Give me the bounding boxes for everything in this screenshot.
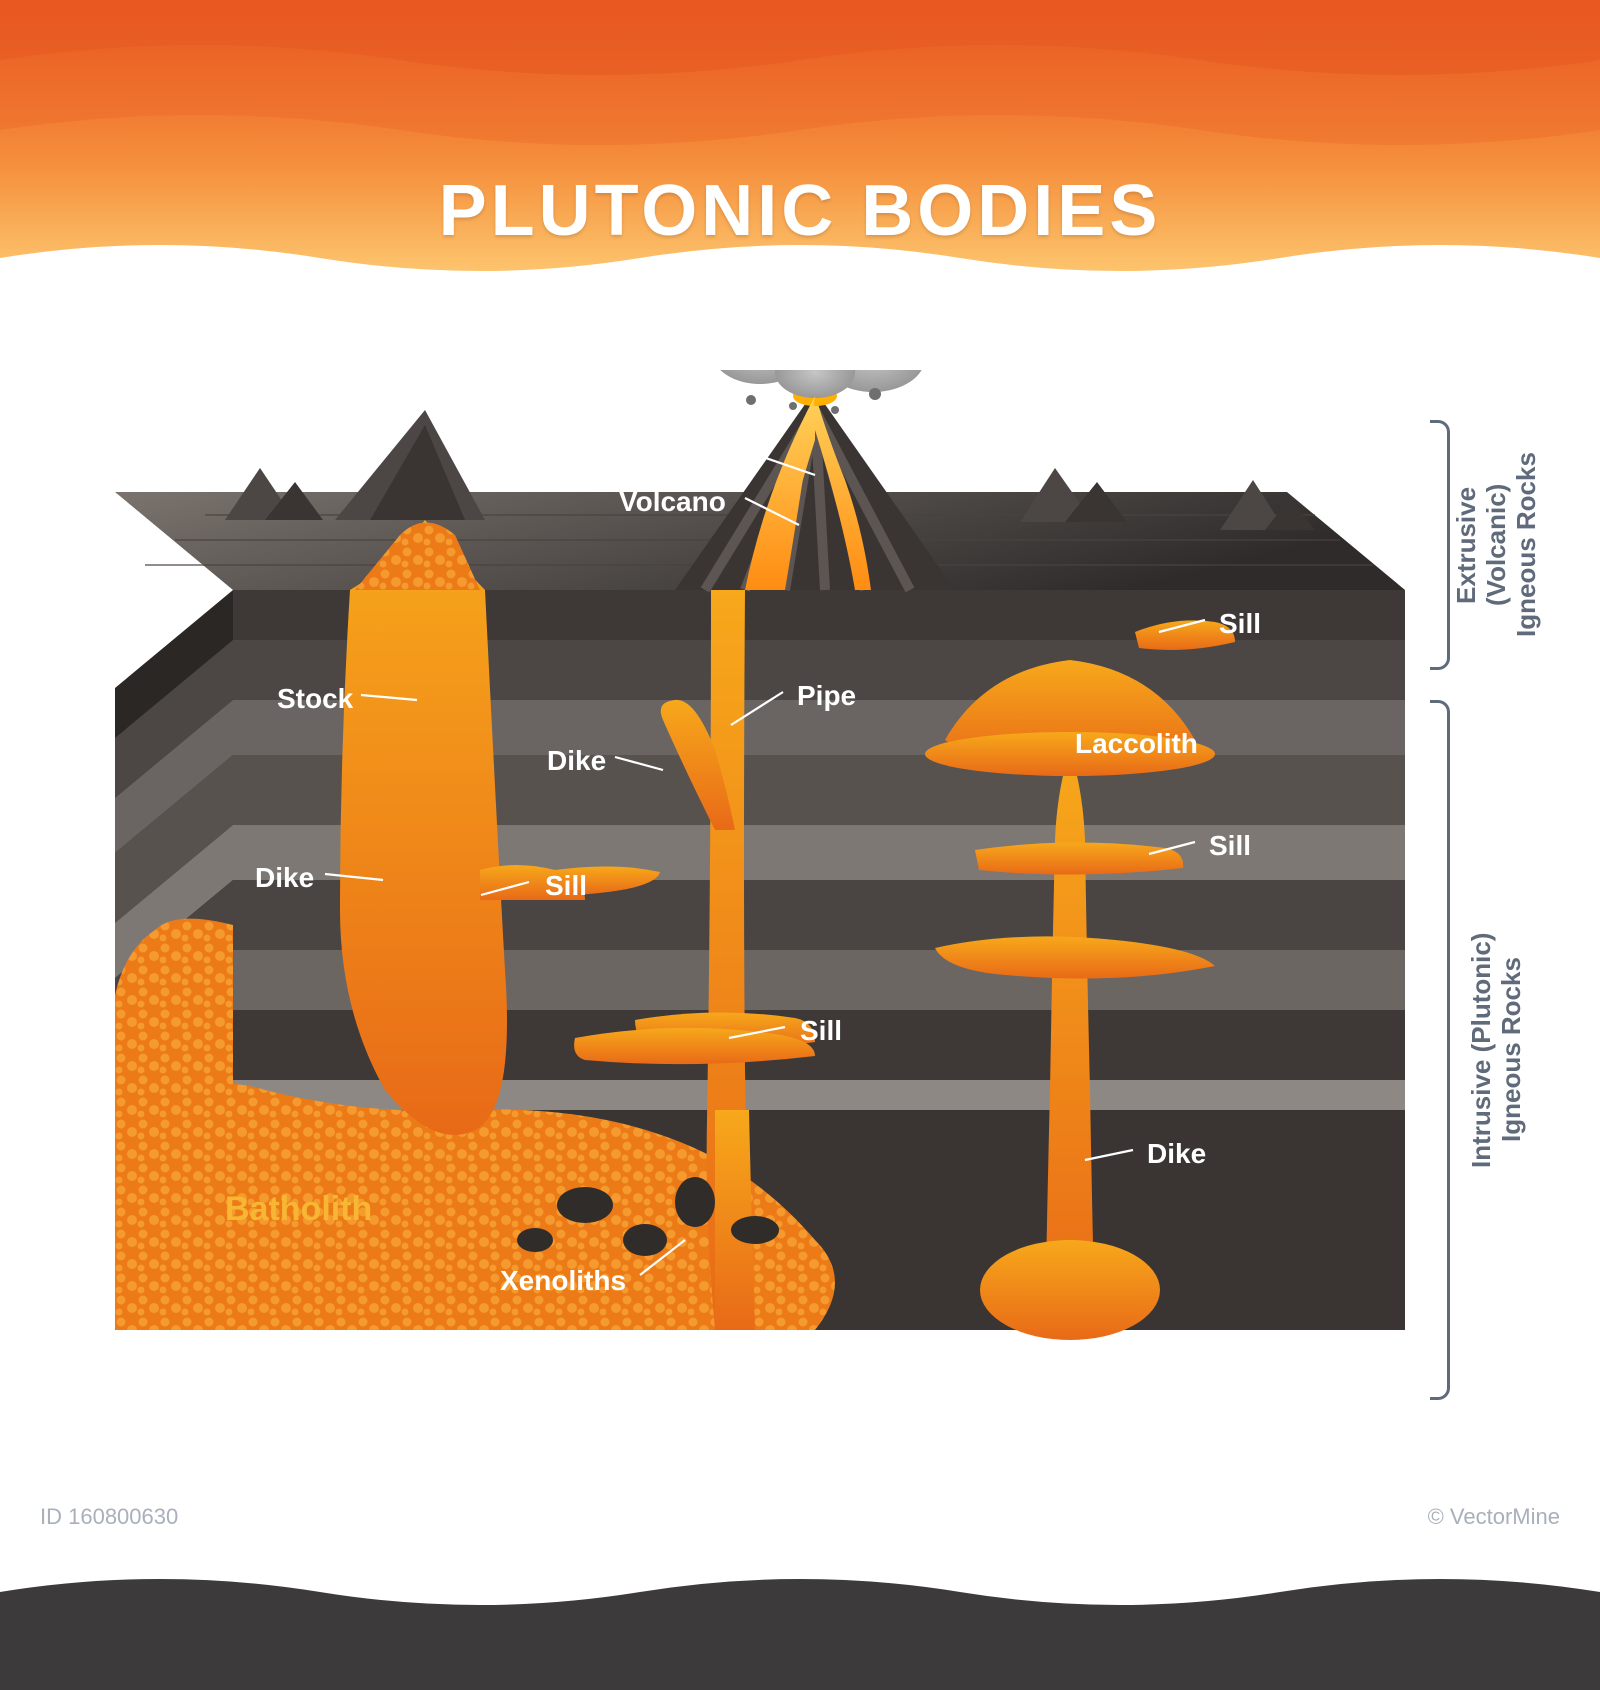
label-xenoliths: Xenoliths <box>500 1265 626 1297</box>
label-pipe: Pipe <box>797 680 856 712</box>
label-sill-2: Sill <box>800 1015 842 1047</box>
label-volcano: Volcano <box>619 486 726 518</box>
label-dike-2: Dike <box>255 862 314 894</box>
label-dike-3: Dike <box>1147 1138 1206 1170</box>
extrusive-line2: Igneous Rocks <box>1511 453 1541 638</box>
side-label-extrusive: Extrusive (Volcanic) Igneous Rocks <box>1422 432 1572 658</box>
label-sill-4: Sill <box>1209 830 1251 862</box>
label-sill-3: Sill <box>1219 608 1261 640</box>
page-title: PLUTONIC BODIES <box>0 170 1600 252</box>
cutaway-diagram: Lava Volcano Stock Pipe Dike Dike Sill S… <box>115 370 1405 1440</box>
label-lava: Lava <box>675 444 739 476</box>
sky-band <box>0 0 1600 300</box>
sill-mid-right-shape <box>975 842 1183 874</box>
credit-right: © VectorMine <box>1428 1504 1560 1530</box>
label-sill-1: Sill <box>545 870 587 902</box>
extrusive-line1: Extrusive (Volcanic) <box>1451 484 1511 606</box>
side-label-intrusive: Intrusive (Plutonic) Igneous Rocks <box>1422 850 1572 1250</box>
intrusive-line1: Intrusive (Plutonic) <box>1466 932 1496 1167</box>
stock-shape <box>340 520 507 1135</box>
label-dike-1: Dike <box>547 745 606 777</box>
footer-band <box>0 1550 1600 1690</box>
label-laccolith: Laccolith <box>1075 728 1198 760</box>
credit-left: ID 160800630 <box>40 1504 178 1530</box>
intrusive-line2: Igneous Rocks <box>1496 958 1526 1143</box>
label-stock: Stock <box>277 683 353 715</box>
label-batholith: Batholith <box>225 1190 372 1229</box>
